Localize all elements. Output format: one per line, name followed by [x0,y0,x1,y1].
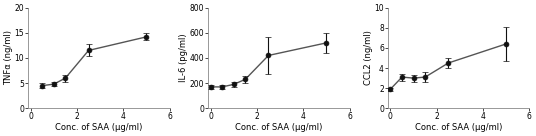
X-axis label: Conc. of SAA (μg/ml): Conc. of SAA (μg/ml) [55,123,143,132]
X-axis label: Conc. of SAA (μg/ml): Conc. of SAA (μg/ml) [415,123,502,132]
Y-axis label: TNFα (ng/ml): TNFα (ng/ml) [4,30,13,85]
Y-axis label: CCL2 (ng/ml): CCL2 (ng/ml) [364,31,373,85]
X-axis label: Conc. of SAA (μg/ml): Conc. of SAA (μg/ml) [235,123,323,132]
Y-axis label: IL-6 (pg/ml): IL-6 (pg/ml) [179,34,188,82]
